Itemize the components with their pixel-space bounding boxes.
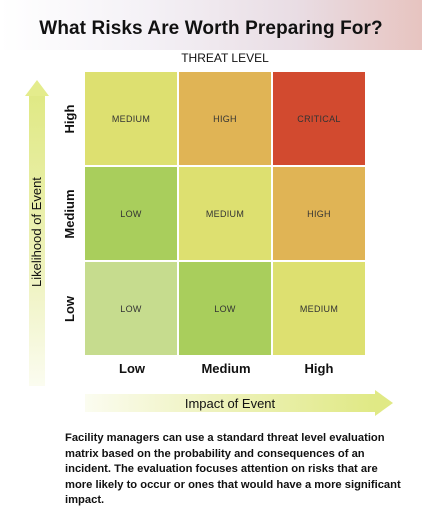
header-band bbox=[0, 0, 422, 50]
risk-matrix: MEDIUM HIGH CRITICAL LOW MEDIUM HIGH LOW… bbox=[85, 72, 365, 355]
caption-text: Facility managers can use a standard thr… bbox=[65, 432, 401, 507]
row-label-low: Low bbox=[62, 296, 77, 322]
threat-level-label: THREAT LEVEL bbox=[181, 51, 269, 65]
cell-high-high: CRITICAL bbox=[273, 72, 365, 165]
col-label-low: Low bbox=[119, 361, 145, 376]
y-axis-label: Likelihood of Event bbox=[29, 177, 44, 287]
x-axis-label: Impact of Event bbox=[184, 396, 276, 411]
likelihood-arrow-head bbox=[25, 80, 49, 96]
cell-medium-high: HIGH bbox=[273, 167, 365, 260]
cell-low-medium: LOW bbox=[179, 262, 271, 355]
likelihood-arrow-shaft bbox=[29, 96, 45, 386]
cell-medium-low: LOW bbox=[85, 167, 177, 260]
cell-high-medium: HIGH bbox=[179, 72, 271, 165]
impact-arrow bbox=[85, 390, 393, 416]
cell-low-high: MEDIUM bbox=[273, 262, 365, 355]
figure-title: What Risks Are Worth Preparing For? bbox=[39, 18, 383, 39]
cell-medium-medium: MEDIUM bbox=[179, 167, 271, 260]
impact-arrow-head bbox=[375, 390, 393, 416]
col-label-medium: Medium bbox=[201, 361, 251, 376]
col-label-high: High bbox=[304, 361, 334, 376]
cell-high-low: MEDIUM bbox=[85, 72, 177, 165]
cell-low-low: LOW bbox=[85, 262, 177, 355]
impact-arrow-shaft bbox=[85, 394, 375, 412]
likelihood-arrow bbox=[25, 80, 49, 386]
